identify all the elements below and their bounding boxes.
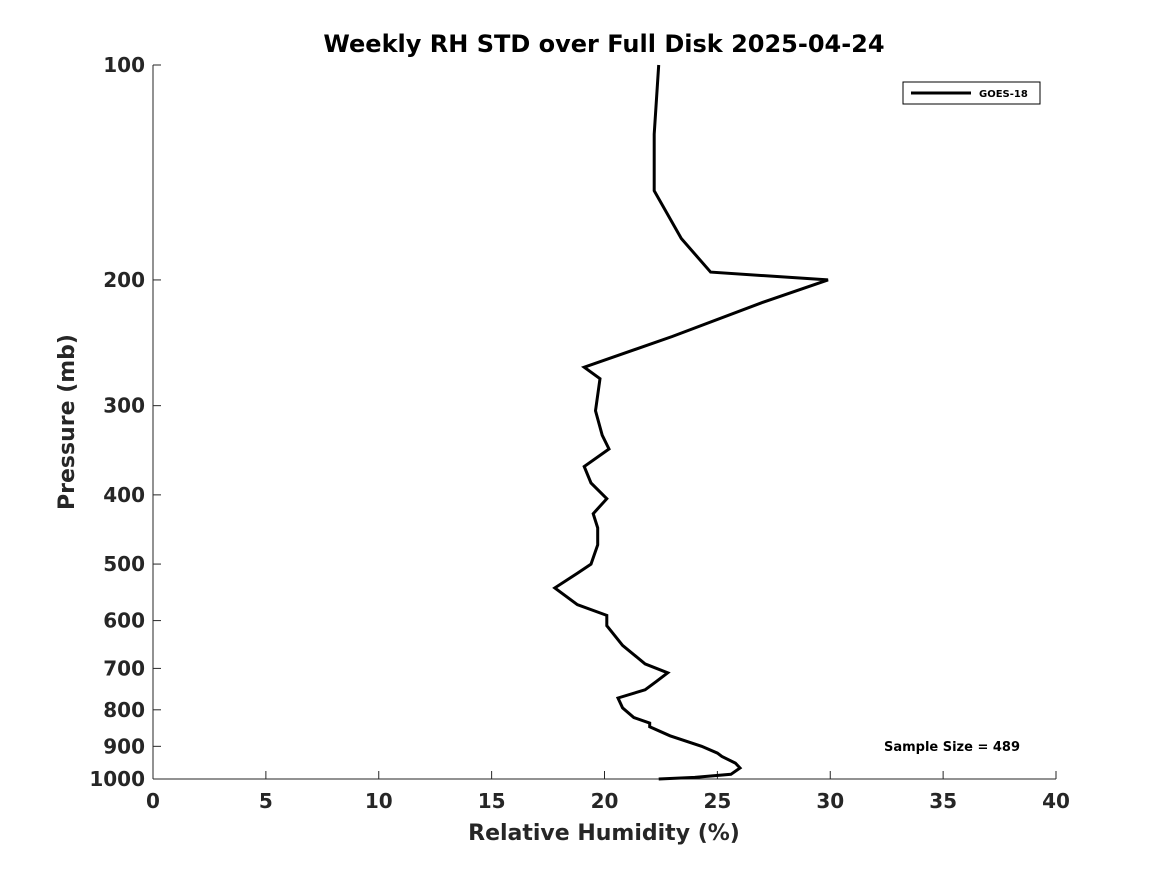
y-tick-label: 1000	[89, 767, 145, 791]
x-tick-label: 0	[146, 789, 160, 813]
series-line-goes-18	[552, 64, 829, 781]
legend-box	[902, 81, 1041, 105]
plot-axes: 0 5 10 15 20 25 30 35 40 100 200 300 400 500 600 700 800…	[89, 53, 1070, 813]
y-tick-label: 800	[103, 698, 145, 722]
y-tick-label: 900	[103, 734, 145, 758]
legend-label-goes-18: GOES-18	[979, 89, 1028, 100]
x-tick-label: 5	[259, 789, 273, 813]
sample-size-annotation: Sample Size = 489	[884, 740, 1020, 755]
x-tick-label: 35	[929, 789, 957, 813]
x-tick-label: 20	[591, 789, 619, 813]
x-tick-label: 10	[365, 789, 393, 813]
y-tick-label: 300	[103, 394, 145, 418]
data-layer	[552, 64, 829, 781]
chart-title: Weekly RH STD over Full Disk 2025-04-24	[323, 30, 884, 58]
legend: GOES-18	[902, 81, 1041, 105]
x-tick-label: 40	[1042, 789, 1070, 813]
y-tick-label: 200	[103, 268, 145, 292]
y-tick-label: 100	[103, 53, 145, 77]
y-tick-label: 400	[103, 483, 145, 507]
y-tick-label: 600	[103, 609, 145, 633]
x-axis-label: Relative Humidity (%)	[468, 821, 740, 846]
y-tick-label: 700	[103, 656, 145, 680]
y-axis-label: Pressure (mb)	[55, 334, 80, 510]
y-tick-label: 500	[103, 552, 145, 576]
x-tick-label: 30	[816, 789, 844, 813]
x-tick-label: 25	[703, 789, 731, 813]
x-tick-label: 15	[478, 789, 506, 813]
